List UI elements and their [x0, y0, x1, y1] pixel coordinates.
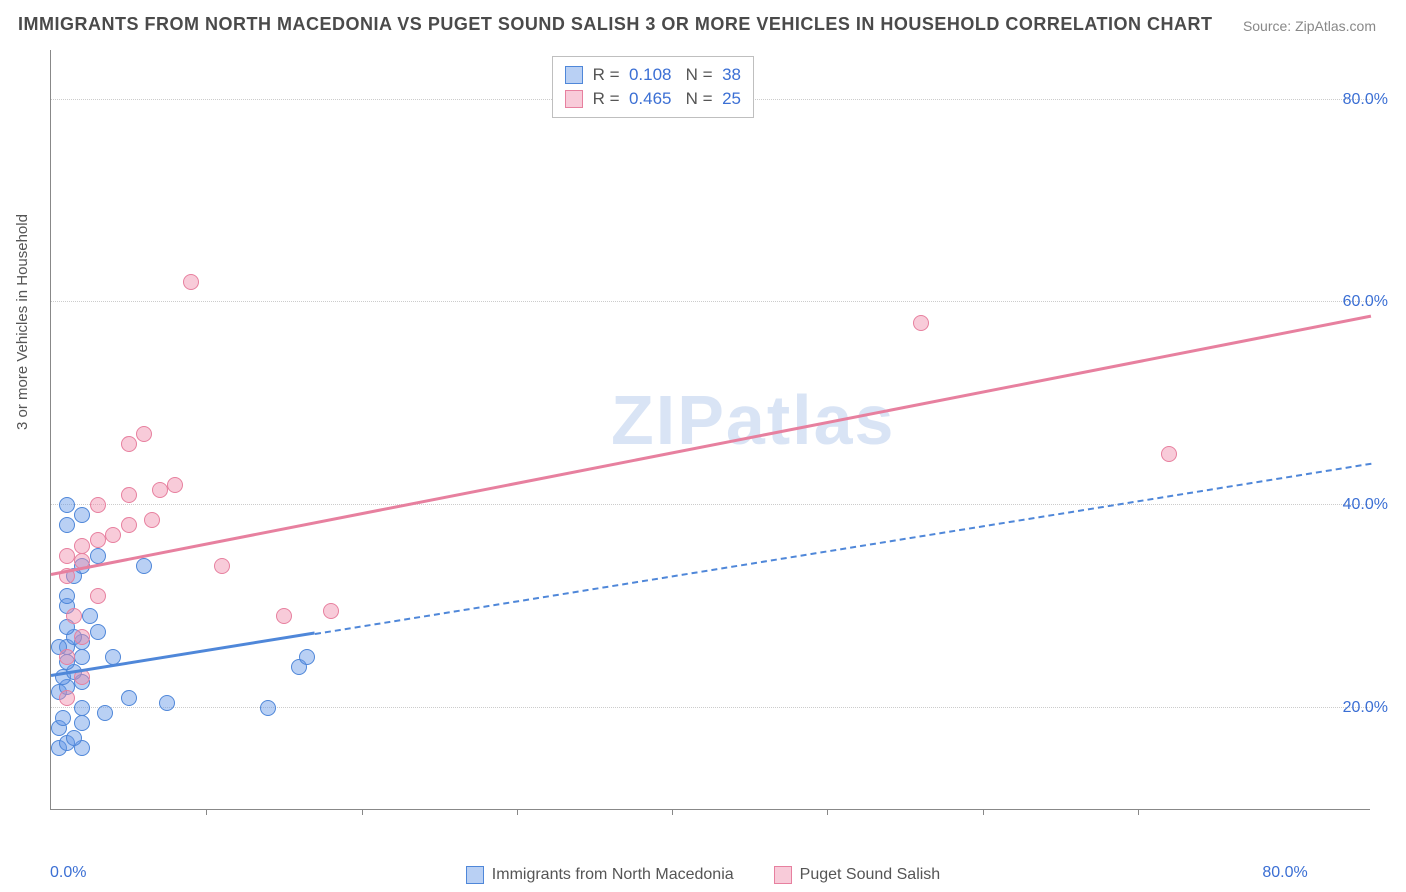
data-point: [74, 507, 90, 523]
data-point: [59, 497, 75, 513]
data-point: [59, 548, 75, 564]
data-point: [260, 700, 276, 716]
data-point: [121, 690, 137, 706]
data-point: [74, 649, 90, 665]
data-point: [121, 436, 137, 452]
data-point: [183, 274, 199, 290]
data-point: [59, 517, 75, 533]
x-tick: [362, 809, 363, 815]
legend-swatch: [466, 866, 484, 884]
legend-correlation: R = 0.108 N = 38 R = 0.465 N = 25: [552, 56, 754, 118]
data-point: [105, 527, 121, 543]
y-tick-label: 80.0%: [1343, 91, 1388, 802]
data-point: [90, 548, 106, 564]
data-point: [167, 477, 183, 493]
x-tick-label: 0.0%: [50, 864, 86, 882]
data-point: [59, 588, 75, 604]
x-tick: [1138, 809, 1139, 815]
x-tick: [983, 809, 984, 815]
data-point: [90, 624, 106, 640]
legend-row: R = 0.465 N = 25: [565, 87, 741, 111]
x-tick: [827, 809, 828, 815]
x-tick: [206, 809, 207, 815]
data-point: [1161, 446, 1177, 462]
data-point: [59, 690, 75, 706]
gridline: [51, 504, 1370, 505]
trend-line: [51, 315, 1372, 576]
data-point: [323, 603, 339, 619]
legend-stats: R = 0.465 N = 25: [593, 89, 741, 109]
data-point: [97, 705, 113, 721]
legend-row: R = 0.108 N = 38: [565, 63, 741, 87]
data-point: [74, 715, 90, 731]
x-tick: [517, 809, 518, 815]
legend-label: Puget Sound Salish: [800, 866, 941, 884]
trend-line: [315, 462, 1371, 634]
legend-swatch: [565, 90, 583, 108]
data-point: [159, 695, 175, 711]
data-point: [136, 558, 152, 574]
data-point: [59, 649, 75, 665]
data-point: [66, 608, 82, 624]
legend-item: Puget Sound Salish: [774, 866, 941, 884]
data-point: [136, 426, 152, 442]
data-point: [90, 588, 106, 604]
gridline: [51, 707, 1370, 708]
data-point: [214, 558, 230, 574]
data-point: [121, 517, 137, 533]
legend-bottom: Immigrants from North Macedonia Puget Sou…: [0, 866, 1406, 884]
data-point: [74, 538, 90, 554]
data-point: [299, 649, 315, 665]
plot-area: ZIPatlas: [50, 50, 1370, 810]
trend-line: [51, 632, 315, 678]
watermark: ZIPatlas: [611, 380, 895, 460]
source-label: Source: ZipAtlas.com: [1243, 18, 1376, 34]
x-tick-label: 80.0%: [1262, 864, 1307, 882]
data-point: [74, 629, 90, 645]
data-point: [82, 608, 98, 624]
x-tick: [672, 809, 673, 815]
data-point: [144, 512, 160, 528]
data-point: [90, 532, 106, 548]
data-point: [152, 482, 168, 498]
data-point: [74, 700, 90, 716]
data-point: [913, 315, 929, 331]
data-point: [90, 497, 106, 513]
data-point: [121, 487, 137, 503]
data-point: [55, 710, 71, 726]
gridline: [51, 301, 1370, 302]
legend-label: Immigrants from North Macedonia: [492, 866, 734, 884]
legend-item: Immigrants from North Macedonia: [466, 866, 734, 884]
legend-swatch: [565, 66, 583, 84]
data-point: [276, 608, 292, 624]
legend-stats: R = 0.108 N = 38: [593, 65, 741, 85]
legend-swatch: [774, 866, 792, 884]
y-axis-label: 3 or more Vehicles in Household: [14, 214, 31, 430]
chart-title: IMMIGRANTS FROM NORTH MACEDONIA VS PUGET…: [18, 14, 1213, 35]
data-point: [66, 730, 82, 746]
